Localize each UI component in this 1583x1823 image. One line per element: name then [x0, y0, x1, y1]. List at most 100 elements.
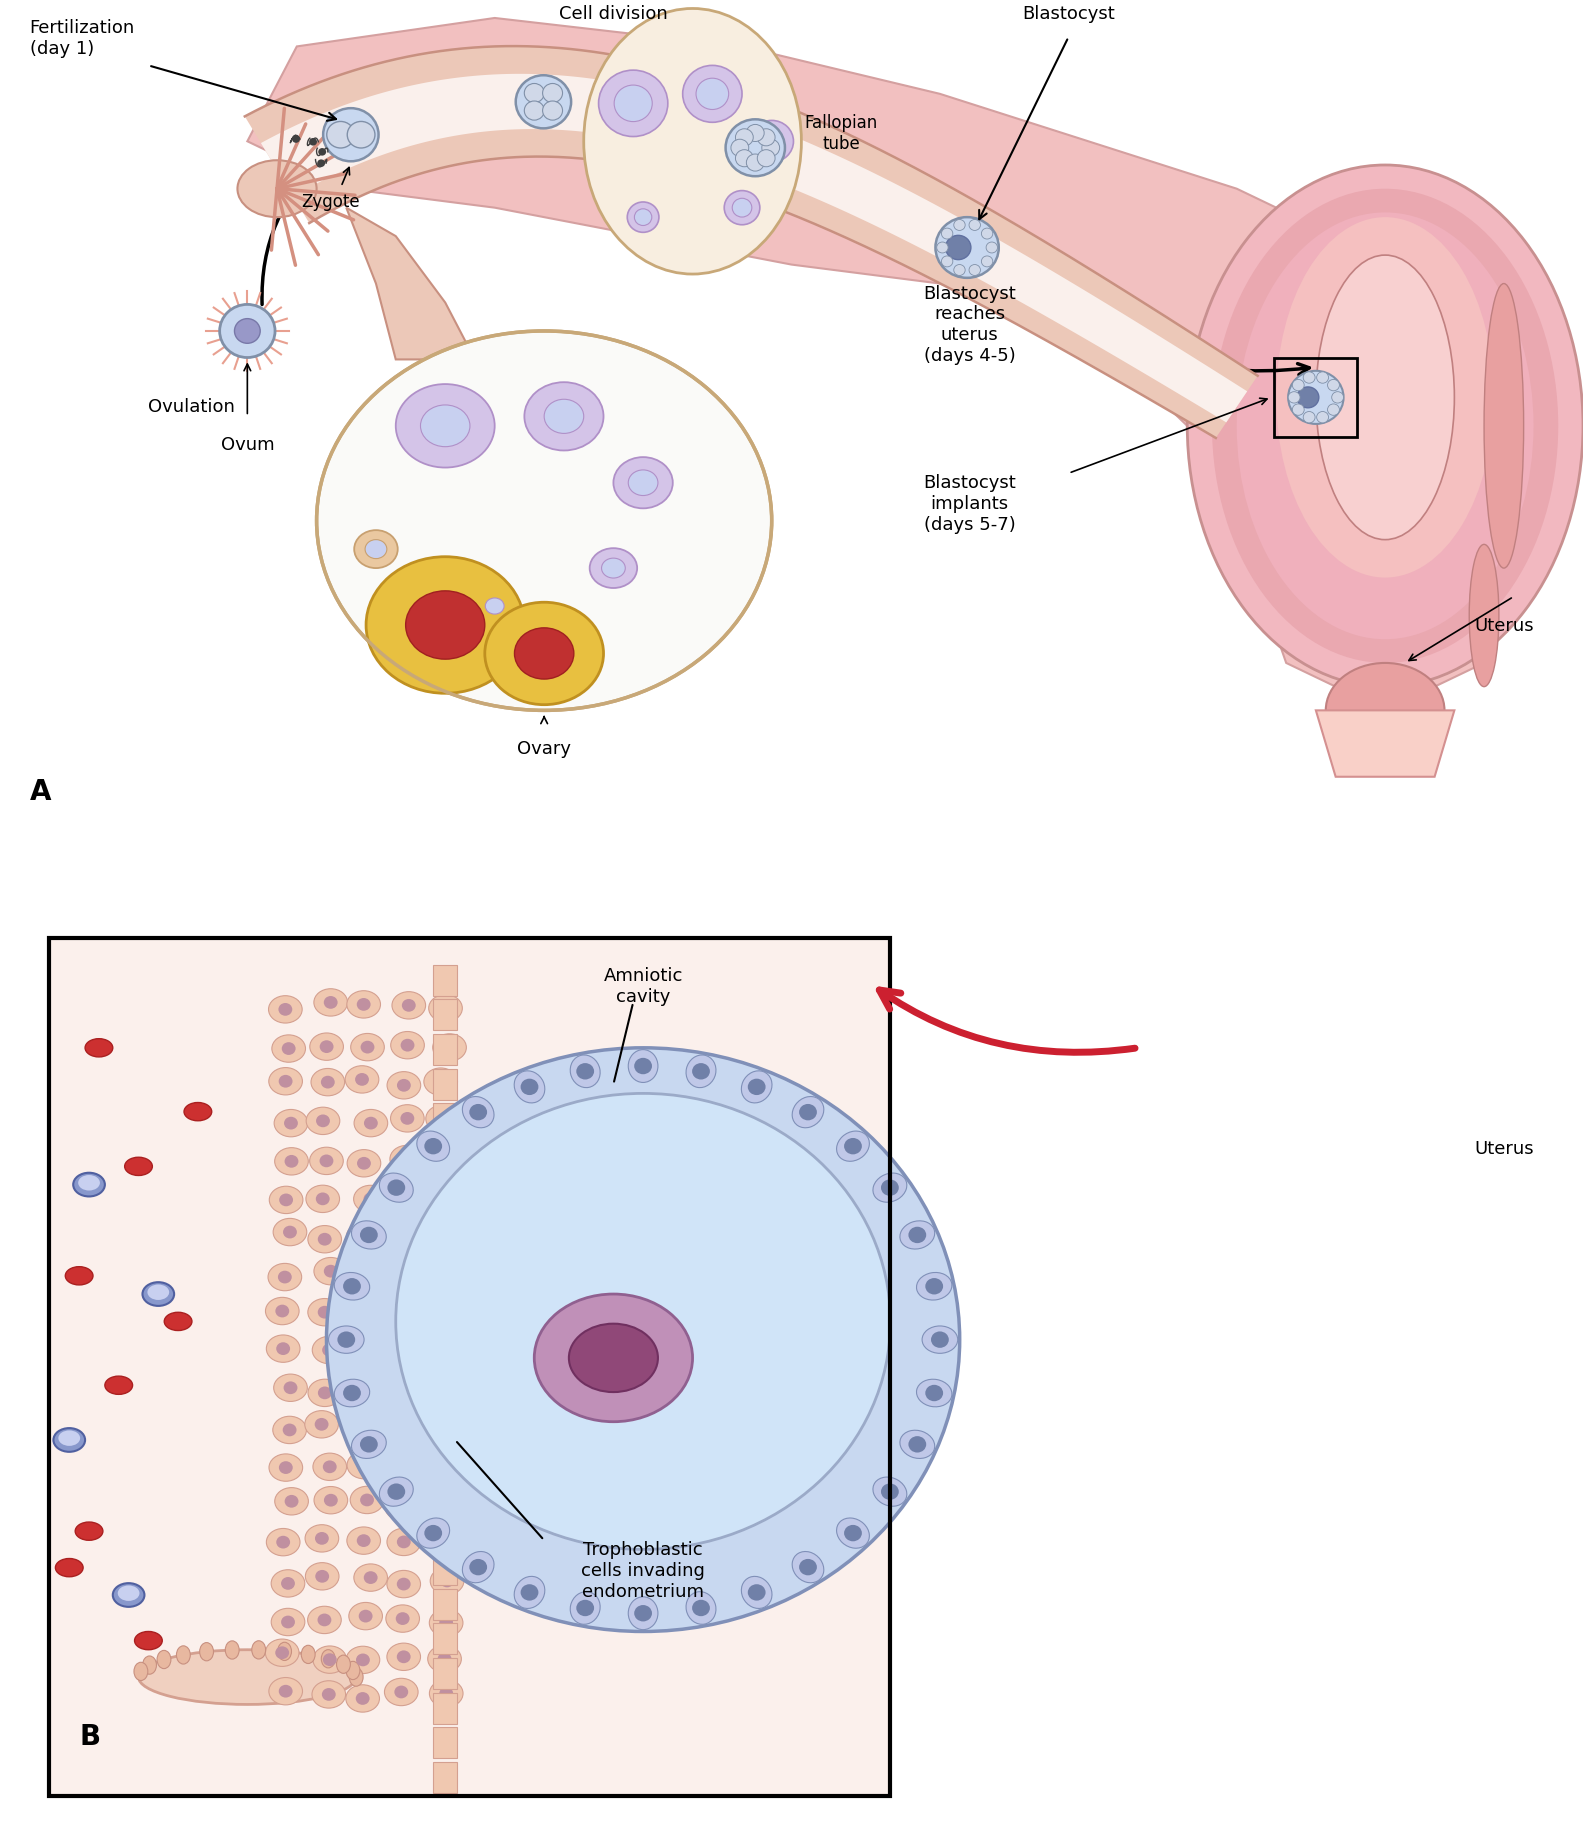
Ellipse shape	[917, 1380, 951, 1407]
Ellipse shape	[514, 629, 573, 680]
Ellipse shape	[317, 332, 771, 711]
Circle shape	[1292, 405, 1304, 416]
Ellipse shape	[54, 1429, 85, 1451]
Circle shape	[799, 1559, 817, 1575]
Text: Fallopian
tube: Fallopian tube	[804, 113, 877, 153]
Ellipse shape	[266, 1334, 299, 1362]
Ellipse shape	[142, 1655, 157, 1674]
Circle shape	[279, 1271, 291, 1283]
Circle shape	[969, 266, 980, 277]
Bar	[434, 1622, 457, 1655]
Ellipse shape	[432, 1260, 465, 1287]
Ellipse shape	[142, 1283, 174, 1307]
Bar	[434, 1276, 457, 1309]
Circle shape	[936, 219, 999, 279]
Ellipse shape	[165, 1313, 192, 1331]
Ellipse shape	[380, 1477, 413, 1506]
Ellipse shape	[329, 1327, 364, 1353]
Circle shape	[347, 122, 375, 149]
Circle shape	[1289, 372, 1344, 425]
Ellipse shape	[836, 1519, 869, 1548]
Circle shape	[844, 1526, 861, 1542]
Circle shape	[576, 1063, 594, 1079]
Circle shape	[692, 1063, 709, 1079]
Circle shape	[359, 1610, 372, 1622]
Ellipse shape	[1469, 545, 1499, 687]
Ellipse shape	[524, 383, 603, 452]
Ellipse shape	[432, 1376, 465, 1404]
Ellipse shape	[78, 1176, 100, 1190]
Bar	[434, 1345, 457, 1378]
Ellipse shape	[921, 1327, 958, 1353]
Ellipse shape	[59, 1431, 81, 1446]
Circle shape	[388, 1179, 405, 1196]
Ellipse shape	[351, 1338, 386, 1365]
Circle shape	[397, 1303, 412, 1316]
Circle shape	[937, 242, 948, 253]
Circle shape	[981, 230, 993, 241]
Text: A: A	[30, 778, 51, 806]
Circle shape	[524, 84, 545, 104]
Circle shape	[356, 999, 370, 1012]
Ellipse shape	[741, 1577, 773, 1608]
Ellipse shape	[386, 1604, 419, 1632]
Circle shape	[757, 151, 776, 168]
Circle shape	[955, 221, 966, 232]
Ellipse shape	[396, 385, 494, 469]
Ellipse shape	[429, 1531, 462, 1559]
Ellipse shape	[275, 1488, 309, 1515]
Ellipse shape	[836, 1132, 869, 1161]
Ellipse shape	[306, 1524, 339, 1551]
Polygon shape	[245, 47, 1257, 439]
Circle shape	[882, 1484, 899, 1500]
Text: Cell division: Cell division	[559, 5, 668, 22]
Circle shape	[337, 1331, 355, 1349]
Ellipse shape	[514, 1577, 545, 1608]
Circle shape	[394, 1686, 408, 1699]
Ellipse shape	[1483, 284, 1523, 569]
Text: Blastocyst: Blastocyst	[1023, 5, 1114, 22]
Circle shape	[318, 1232, 331, 1245]
Ellipse shape	[416, 1132, 450, 1161]
Ellipse shape	[277, 1643, 291, 1661]
Circle shape	[275, 1646, 290, 1659]
Bar	[434, 1728, 457, 1757]
Circle shape	[282, 1577, 294, 1590]
Circle shape	[909, 1227, 926, 1243]
Ellipse shape	[386, 1643, 421, 1670]
Circle shape	[1296, 388, 1319, 408]
Circle shape	[344, 1278, 361, 1294]
Bar	[434, 1174, 457, 1203]
Bar	[434, 1243, 457, 1272]
Circle shape	[469, 1559, 488, 1575]
Ellipse shape	[589, 549, 636, 589]
Circle shape	[1317, 372, 1328, 385]
Circle shape	[279, 1003, 293, 1015]
Ellipse shape	[351, 1034, 385, 1061]
Ellipse shape	[424, 1221, 457, 1249]
Ellipse shape	[199, 1643, 214, 1661]
Ellipse shape	[514, 1072, 545, 1103]
Ellipse shape	[391, 1375, 424, 1402]
Ellipse shape	[347, 1528, 380, 1555]
Bar	[434, 1415, 457, 1447]
Circle shape	[882, 1179, 899, 1196]
Circle shape	[442, 1267, 456, 1280]
Ellipse shape	[380, 1174, 413, 1203]
Circle shape	[400, 1039, 415, 1052]
Ellipse shape	[424, 1340, 457, 1367]
Ellipse shape	[386, 1528, 421, 1555]
Circle shape	[424, 1526, 442, 1542]
Ellipse shape	[347, 1451, 382, 1478]
Circle shape	[396, 1457, 408, 1469]
Circle shape	[692, 1601, 709, 1617]
Ellipse shape	[135, 1632, 161, 1650]
Ellipse shape	[427, 1646, 461, 1674]
Ellipse shape	[1187, 166, 1583, 687]
Polygon shape	[1315, 711, 1455, 777]
Ellipse shape	[306, 1411, 339, 1438]
Ellipse shape	[274, 1220, 307, 1247]
Text: Ovum: Ovum	[220, 436, 274, 454]
Ellipse shape	[685, 1056, 716, 1088]
Circle shape	[750, 122, 793, 162]
